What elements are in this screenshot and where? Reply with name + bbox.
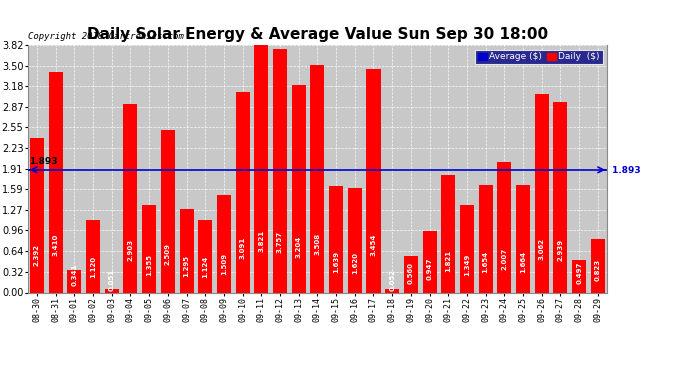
Text: 0.497: 0.497 xyxy=(576,262,582,284)
Text: 3.091: 3.091 xyxy=(239,237,246,259)
Text: 1.355: 1.355 xyxy=(146,254,152,276)
Text: 1.821: 1.821 xyxy=(445,249,451,272)
Bar xyxy=(48,72,63,292)
Text: 3.757: 3.757 xyxy=(277,231,283,253)
Bar xyxy=(385,289,400,292)
Legend: Average ($), Daily  ($): Average ($), Daily ($) xyxy=(475,50,602,64)
Text: 2.939: 2.939 xyxy=(558,238,564,261)
Bar xyxy=(86,220,100,292)
Text: 3.204: 3.204 xyxy=(296,236,302,258)
Bar xyxy=(422,231,437,292)
Text: 1.654: 1.654 xyxy=(483,251,489,273)
Bar xyxy=(292,85,306,292)
Text: 0.947: 0.947 xyxy=(426,258,433,280)
Bar xyxy=(217,195,231,292)
Bar xyxy=(404,256,418,292)
Bar xyxy=(161,130,175,292)
Bar xyxy=(179,209,193,292)
Bar xyxy=(273,49,287,292)
Bar xyxy=(124,104,137,292)
Bar xyxy=(105,289,119,292)
Bar xyxy=(572,260,586,292)
Bar xyxy=(329,186,343,292)
Bar xyxy=(30,138,44,292)
Text: 1.664: 1.664 xyxy=(520,251,526,273)
Text: Copyright 2018 Cartronics.com: Copyright 2018 Cartronics.com xyxy=(28,32,184,41)
Text: 3.821: 3.821 xyxy=(258,230,264,252)
Bar xyxy=(553,102,567,292)
Bar xyxy=(516,185,530,292)
Bar xyxy=(198,220,213,292)
Bar xyxy=(310,65,324,292)
Text: 2.903: 2.903 xyxy=(128,239,133,261)
Text: 2.007: 2.007 xyxy=(502,248,507,270)
Text: 1.124: 1.124 xyxy=(202,256,208,278)
Text: 2.392: 2.392 xyxy=(34,244,40,266)
Bar xyxy=(460,205,474,292)
Bar xyxy=(535,94,549,292)
Text: 0.051: 0.051 xyxy=(109,269,115,291)
Bar xyxy=(479,185,493,292)
Text: 3.410: 3.410 xyxy=(52,234,59,256)
Bar xyxy=(255,45,268,292)
Text: 0.560: 0.560 xyxy=(408,262,414,284)
Text: 0.823: 0.823 xyxy=(595,259,601,281)
Text: 1.639: 1.639 xyxy=(333,251,339,273)
Text: 3.454: 3.454 xyxy=(371,233,377,256)
Bar xyxy=(591,239,605,292)
Text: 3.062: 3.062 xyxy=(539,237,545,260)
Text: 1.349: 1.349 xyxy=(464,254,470,276)
Bar xyxy=(348,188,362,292)
Bar xyxy=(235,92,250,292)
Bar xyxy=(68,270,81,292)
Text: 1.893: 1.893 xyxy=(28,157,57,166)
Text: 3.508: 3.508 xyxy=(315,233,320,255)
Text: 0.052: 0.052 xyxy=(389,269,395,291)
Text: 1.120: 1.120 xyxy=(90,256,96,278)
Text: 1.509: 1.509 xyxy=(221,252,227,274)
Text: 2.509: 2.509 xyxy=(165,243,171,265)
Bar xyxy=(142,205,156,292)
Bar xyxy=(497,162,511,292)
Bar xyxy=(366,69,380,292)
Text: 1.620: 1.620 xyxy=(352,252,358,273)
Text: 1.295: 1.295 xyxy=(184,255,190,277)
Text: 0.341: 0.341 xyxy=(71,264,77,286)
Bar xyxy=(442,174,455,292)
Title: Daily Solar Energy & Average Value Sun Sep 30 18:00: Daily Solar Energy & Average Value Sun S… xyxy=(87,27,548,42)
